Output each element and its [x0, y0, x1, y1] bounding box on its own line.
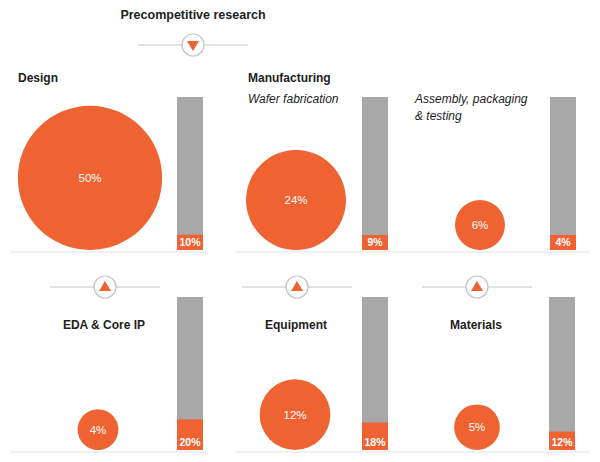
category-label: EDA & Core IP	[63, 318, 145, 332]
bubble	[260, 379, 331, 450]
icon-circle	[94, 276, 116, 298]
category-label: Assembly, packaging& testing	[414, 92, 528, 123]
bubble-label: 50%	[78, 172, 101, 184]
bubble-label: 5%	[469, 421, 486, 433]
bars	[177, 97, 576, 450]
category-label: Wafer fabrication	[248, 92, 339, 106]
bar-label: 9%	[367, 236, 383, 248]
bubble	[18, 106, 162, 250]
bar-label: 18%	[364, 436, 386, 448]
bar-track	[177, 297, 203, 450]
bar-track	[549, 297, 575, 450]
baseline	[236, 252, 590, 253]
bar-label-bg	[550, 235, 576, 250]
bubble-label: 4%	[90, 424, 107, 436]
bar-track	[177, 97, 203, 250]
bar-label: 12%	[551, 436, 573, 448]
stage-icon	[50, 276, 160, 298]
bar-track	[362, 97, 388, 250]
stage-icon	[242, 276, 352, 298]
icon-triangle	[471, 281, 483, 291]
icon-circle	[182, 34, 204, 56]
bubble	[455, 200, 505, 250]
category-label: Materials	[450, 318, 502, 332]
group-label: Manufacturing	[248, 71, 331, 85]
baseline	[10, 452, 206, 453]
bubble-label: 6%	[472, 219, 489, 231]
bubble-label: 24%	[284, 194, 307, 206]
bubbles	[18, 106, 505, 450]
stage-icon	[422, 276, 532, 298]
stage-icon	[138, 34, 248, 56]
bar	[177, 419, 203, 450]
bar-track	[550, 97, 576, 250]
icon-circle	[466, 276, 488, 298]
bubble	[454, 404, 500, 450]
icon-triangle	[187, 41, 199, 51]
bar-track	[362, 297, 388, 450]
category-label: Equipment	[265, 318, 327, 332]
bar	[549, 432, 575, 450]
baseline	[236, 452, 590, 453]
bar-label: 4%	[555, 236, 571, 248]
bubble	[78, 409, 119, 450]
bubble	[246, 150, 346, 250]
bar-label: 20%	[179, 436, 201, 448]
bar	[362, 422, 388, 450]
category-label: Design	[18, 71, 58, 85]
icon-triangle	[99, 281, 111, 291]
bar-label: 10%	[179, 236, 201, 248]
icon-triangle	[291, 281, 303, 291]
bubble-label: 12%	[283, 409, 306, 421]
bar-label-bg	[362, 235, 388, 250]
bar	[177, 235, 203, 250]
title: Precompetitive research	[120, 8, 265, 22]
baseline	[10, 252, 206, 253]
icon-circle	[286, 276, 308, 298]
data-labels: 50% 24% 6% 4% 12% 5% 10% 9% 4% 20% 18% 12%	[78, 172, 576, 448]
